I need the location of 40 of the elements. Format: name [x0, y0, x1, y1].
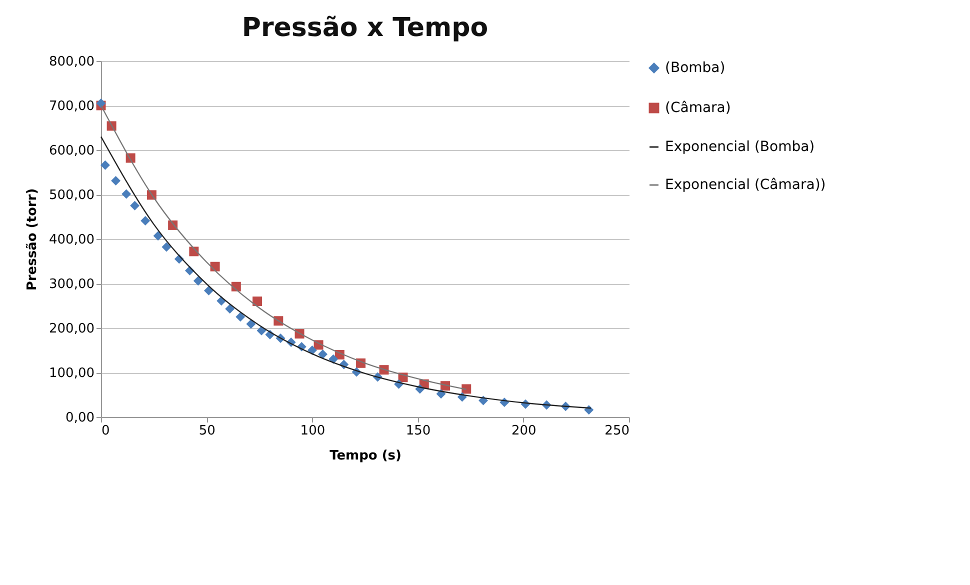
x-tick-label: 50 — [198, 424, 216, 438]
x-tick-label: 200 — [511, 424, 536, 438]
legend-label: (Bomba) — [665, 60, 726, 76]
point — [256, 326, 266, 336]
point — [162, 242, 172, 252]
point — [236, 312, 246, 322]
x-tick-label: 250 — [604, 424, 630, 438]
y-tick-label: 400,00 — [49, 232, 94, 248]
point — [318, 350, 328, 359]
x-tick-label: 100 — [300, 424, 326, 438]
y-tick-label: 600,00 — [49, 144, 94, 158]
y-tick-label: 300,00 — [49, 277, 94, 292]
y-tick-label: 200,00 — [49, 322, 94, 336]
point — [100, 160, 110, 170]
y-tick-label: 800,00 — [49, 54, 94, 70]
point — [130, 200, 140, 210]
y-tick-label: 100,00 — [49, 366, 94, 381]
point — [252, 296, 262, 306]
chart-title: Pressão x Tempo — [242, 13, 488, 43]
point — [462, 384, 472, 394]
y-tick-label: 500,00 — [49, 188, 94, 203]
point — [307, 346, 317, 355]
point — [225, 304, 235, 314]
x-tick-label: 0 — [102, 424, 110, 438]
point — [193, 276, 203, 286]
point — [246, 319, 256, 329]
point — [140, 216, 150, 226]
point — [111, 176, 121, 186]
point — [153, 231, 163, 241]
legend-label: Exponencial (Câmara)) — [665, 177, 826, 193]
y-tick-label: 0,00 — [66, 410, 94, 426]
x-axis-title: Tempo (s) — [330, 448, 402, 464]
legend-label: (Câmara) — [665, 100, 731, 116]
point — [204, 286, 214, 296]
y-axis-title: Pressão (torr) — [25, 188, 40, 291]
y-tick-label: 700,00 — [49, 99, 94, 114]
point — [210, 262, 220, 272]
legend-label: Exponencial (Bomba) — [665, 139, 815, 155]
point — [122, 189, 132, 199]
x-tick-label: 150 — [406, 424, 431, 438]
